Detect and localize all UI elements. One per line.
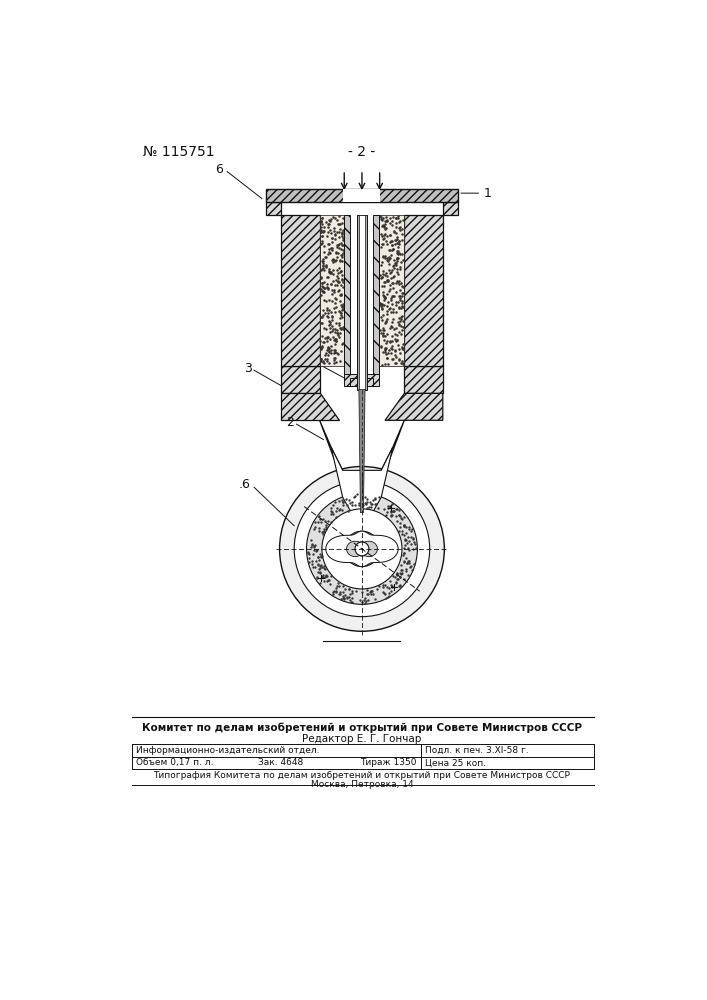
Polygon shape — [373, 215, 379, 374]
Text: .6: .6 — [238, 478, 250, 491]
Text: 5: 5 — [291, 214, 300, 227]
Polygon shape — [339, 520, 385, 544]
Polygon shape — [443, 202, 458, 215]
Circle shape — [322, 509, 402, 589]
Text: 6: 6 — [216, 163, 223, 176]
Circle shape — [344, 531, 380, 567]
Text: Редактор Е. Г. Гончар: Редактор Е. Г. Гончар — [303, 734, 421, 744]
Circle shape — [355, 542, 369, 556]
Polygon shape — [359, 389, 365, 513]
Text: Москва, Петровка, 14: Москва, Петровка, 14 — [310, 780, 414, 789]
Polygon shape — [281, 366, 320, 393]
Text: Типография Комитета по делам изобретений и открытий при Совете Министров СССР: Типография Комитета по делам изобретений… — [153, 771, 571, 780]
Circle shape — [279, 466, 444, 631]
Text: Комитет по делам изобретений и открытий при Совете Министров СССР: Комитет по делам изобретений и открытий … — [142, 723, 582, 733]
Text: Зак. 4648: Зак. 4648 — [258, 758, 303, 767]
Text: Тираж 1350: Тираж 1350 — [360, 758, 416, 767]
Text: 1: 1 — [484, 187, 491, 200]
Polygon shape — [344, 215, 351, 374]
Polygon shape — [343, 189, 380, 202]
Polygon shape — [326, 531, 398, 567]
Circle shape — [355, 542, 369, 556]
Polygon shape — [346, 541, 378, 557]
Polygon shape — [404, 366, 443, 393]
Polygon shape — [320, 215, 344, 366]
Text: Подл. к печ. 3.XI-58 г.: Подл. к печ. 3.XI-58 г. — [425, 746, 529, 755]
Text: Объем 0,17 п. л.: Объем 0,17 п. л. — [136, 758, 214, 767]
Text: 2: 2 — [286, 416, 294, 429]
Polygon shape — [344, 374, 379, 386]
Polygon shape — [357, 215, 366, 389]
Polygon shape — [266, 202, 281, 215]
Polygon shape — [359, 215, 365, 389]
Polygon shape — [331, 447, 393, 520]
Text: 3: 3 — [244, 362, 252, 375]
Text: 7: 7 — [291, 291, 300, 304]
Polygon shape — [379, 215, 404, 366]
Text: 4: 4 — [292, 245, 300, 258]
Polygon shape — [385, 393, 443, 420]
Text: 8: 8 — [284, 343, 292, 356]
Polygon shape — [404, 215, 443, 366]
Polygon shape — [366, 420, 404, 520]
Text: - 2 -: - 2 - — [349, 145, 375, 159]
Polygon shape — [281, 393, 339, 420]
Circle shape — [294, 481, 430, 617]
Polygon shape — [281, 215, 320, 366]
Polygon shape — [320, 420, 358, 520]
Circle shape — [307, 493, 417, 604]
Text: Цена 25 коп.: Цена 25 коп. — [425, 758, 486, 767]
Text: Информационно-издательский отдел.: Информационно-издательский отдел. — [136, 746, 320, 755]
Polygon shape — [266, 189, 458, 202]
Text: № 115751: № 115751 — [143, 145, 214, 159]
